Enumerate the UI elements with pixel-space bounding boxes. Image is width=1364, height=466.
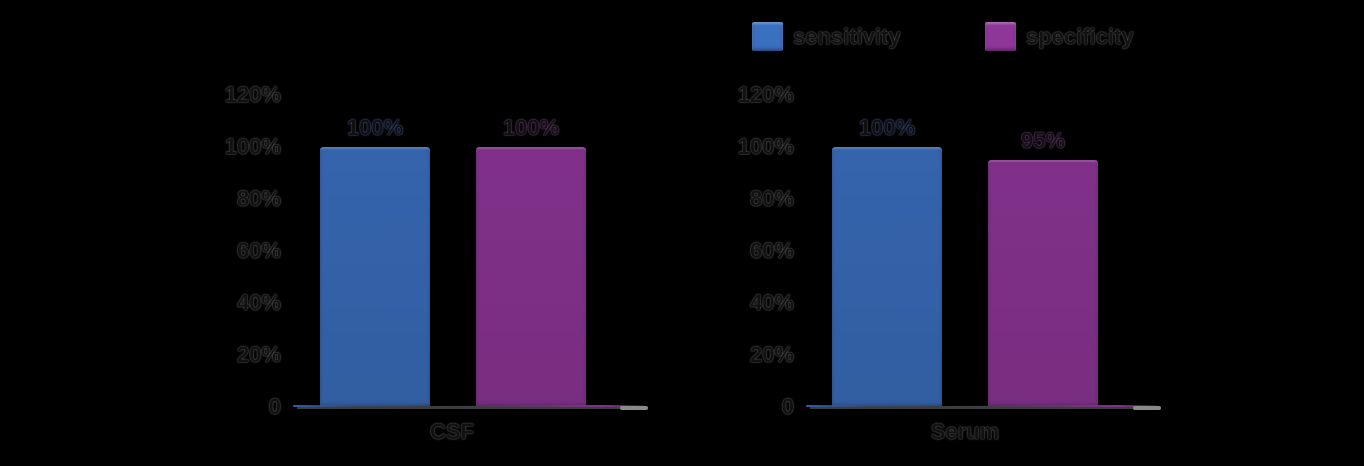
y-axis-tick: 120% <box>737 82 794 107</box>
y-axis-tick: 100% <box>737 134 794 159</box>
y-axis-tick: 60% <box>236 238 281 263</box>
serum-specificity-bar <box>988 160 1098 407</box>
x-axis-end-tick <box>620 406 648 410</box>
serum-sensitivity-value-label: 100% <box>858 115 916 140</box>
legend-item-sensitivity: sensitivity <box>752 22 901 51</box>
y-axis-tick: 20% <box>236 342 281 367</box>
csf-sensitivity-bar <box>320 147 430 407</box>
y-axis-tick: 60% <box>749 238 794 263</box>
y-axis-tick: 100% <box>224 134 281 159</box>
serum-specificity-bar-group: 95% <box>988 128 1098 407</box>
csf-chart: 120% 100% 80% 60% 40% 20% 0 100% 100% CS… <box>225 82 648 444</box>
serum-chart: 120% 100% 80% 60% 40% 20% 0 100% 95% Ser… <box>738 82 1161 444</box>
x-axis-line <box>297 406 642 409</box>
y-axis-tick: 0 <box>781 394 794 419</box>
y-axis-tick: 20% <box>749 342 794 367</box>
serum-category-label: Serum <box>930 419 1000 444</box>
serum-sensitivity-bar <box>832 147 942 407</box>
x-axis-color-sheen <box>806 405 1157 407</box>
y-axis-tick: 0 <box>268 394 281 419</box>
y-axis-tick: 80% <box>749 186 794 211</box>
csf-sensitivity-bar-group: 100% <box>320 115 430 407</box>
serum-sensitivity-bar-group: 100% <box>832 115 942 407</box>
y-axis-tick: 80% <box>236 186 281 211</box>
serum-specificity-value-label: 95% <box>1020 128 1066 153</box>
legend-label-specificity: specificity <box>1026 23 1134 49</box>
y-axis-tick: 40% <box>236 290 281 315</box>
csf-specificity-bar <box>476 147 586 407</box>
csf-specificity-bar-group: 100% <box>476 115 586 407</box>
csf-category-label: CSF <box>430 419 474 444</box>
x-axis-color-sheen <box>293 405 644 407</box>
x-axis-line <box>810 406 1155 409</box>
csf-sensitivity-value-label: 100% <box>346 115 404 140</box>
sensitivity-swatch-icon <box>752 22 783 51</box>
csf-specificity-value-label: 100% <box>502 115 560 140</box>
y-axis-tick: 40% <box>749 290 794 315</box>
x-axis-end-tick <box>1133 406 1161 410</box>
legend-item-specificity: specificity <box>985 22 1134 51</box>
specificity-swatch-icon <box>985 22 1016 51</box>
legend-label-sensitivity: sensitivity <box>793 23 901 49</box>
y-axis-tick: 120% <box>224 82 281 107</box>
